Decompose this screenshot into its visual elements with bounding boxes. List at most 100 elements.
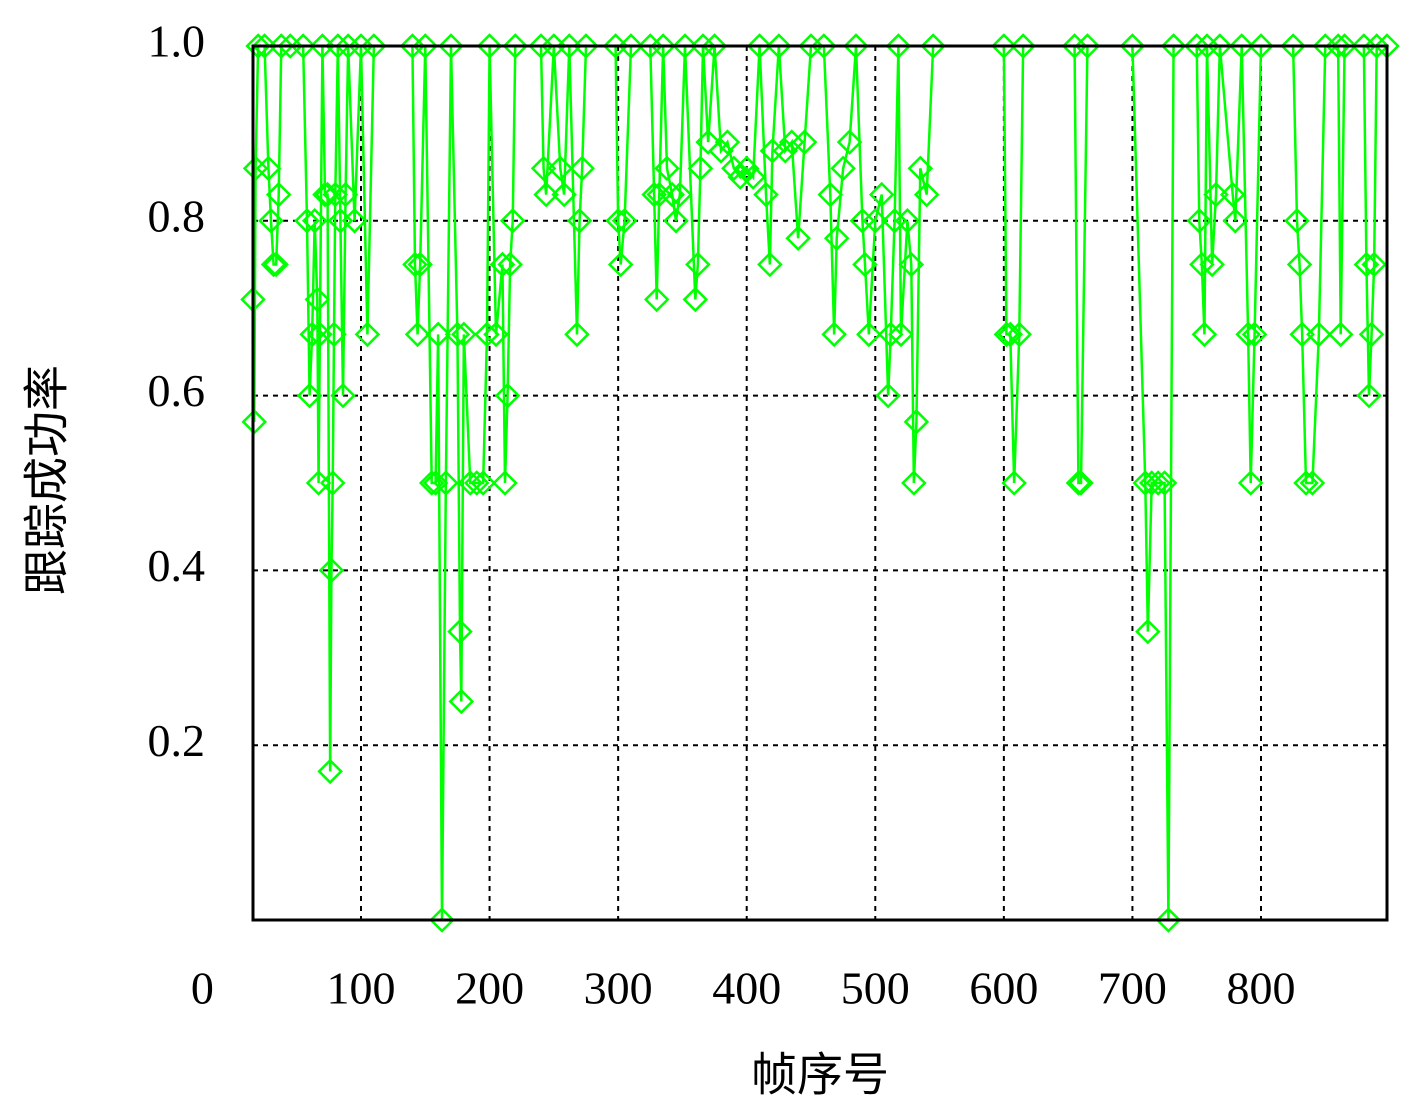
plot-frame [251, 44, 1389, 922]
point-marker [856, 321, 882, 348]
point-marker [325, 33, 351, 59]
point-marker [695, 129, 721, 155]
point-marker [317, 758, 343, 785]
point-marker [1155, 907, 1182, 933]
x-tick-label: 700 [1098, 963, 1167, 1014]
point-marker [875, 382, 901, 409]
point-marker [399, 33, 426, 59]
point-marker [528, 33, 554, 59]
point-marker [830, 155, 856, 182]
point-marker [687, 155, 714, 182]
point-marker [489, 251, 516, 278]
point-marker [1286, 251, 1313, 278]
point-marker [566, 208, 593, 234]
point-marker [354, 321, 381, 348]
point-marker [265, 181, 292, 208]
point-marker [242, 155, 269, 182]
point-marker [1363, 33, 1390, 59]
point-marker [1207, 33, 1233, 59]
point-marker [913, 181, 940, 208]
point-marker [438, 33, 464, 59]
point-marker [277, 33, 304, 59]
point-marker [422, 470, 449, 496]
point-marker [637, 33, 664, 59]
point-marker [258, 208, 284, 234]
point-marker [502, 33, 529, 59]
point-marker [361, 33, 387, 59]
point-marker [463, 470, 490, 496]
point-marker [708, 138, 734, 164]
point-marker [993, 321, 1020, 348]
point-marker [605, 208, 631, 234]
point-marker [1222, 208, 1249, 234]
point-marker [618, 33, 644, 59]
point-marker [611, 208, 638, 234]
point-marker [1132, 470, 1159, 496]
point-marker [1199, 251, 1225, 278]
point-marker [483, 321, 509, 348]
point-marker [881, 208, 908, 234]
point-marker [888, 321, 914, 348]
point-marker [1235, 321, 1261, 348]
point-marker [740, 164, 766, 190]
point-marker [255, 155, 282, 182]
point-marker [319, 470, 346, 496]
point-marker [448, 688, 475, 715]
point-marker [1299, 470, 1326, 496]
point-marker [1351, 33, 1377, 59]
y-tick-label: 1.0 [148, 16, 206, 67]
point-marker [663, 208, 689, 234]
point-marker [1293, 470, 1319, 496]
point-marker [907, 155, 934, 182]
point-marker [304, 286, 331, 313]
point-marker [817, 181, 844, 208]
point-marker [778, 129, 805, 155]
point-marker [1284, 208, 1310, 234]
point-marker [412, 33, 439, 59]
point-marker [1074, 33, 1101, 59]
point-marker [314, 181, 341, 208]
point-marker [877, 321, 904, 348]
point-marker [1145, 470, 1171, 496]
point-marker [573, 33, 599, 59]
point-marker [823, 225, 850, 252]
point-marker [429, 907, 455, 933]
point-marker [494, 382, 521, 409]
point-marker [1138, 470, 1165, 496]
point-marker [451, 321, 477, 348]
point-marker [885, 33, 912, 59]
point-marker [533, 181, 559, 208]
y-tick-label: 0.4 [148, 540, 206, 591]
point-marker [447, 618, 473, 645]
point-marker [301, 208, 328, 234]
point-marker [474, 321, 500, 348]
point-marker [690, 33, 716, 59]
point-marker [843, 33, 869, 59]
point-marker [757, 251, 783, 278]
point-marker [318, 557, 345, 584]
point-marker [746, 33, 773, 59]
point-marker [682, 286, 709, 313]
y-tick-label: 0.6 [148, 365, 206, 416]
point-marker [1183, 33, 1210, 59]
point-marker [1203, 181, 1229, 208]
point-marker [650, 33, 676, 59]
point-marker [1237, 470, 1264, 496]
point-marker [898, 251, 925, 278]
point-marker [547, 155, 574, 182]
point-marker [654, 155, 680, 182]
point-marker [836, 129, 863, 155]
point-marker [1361, 251, 1387, 278]
point-marker [290, 33, 316, 59]
point-marker [1248, 33, 1274, 59]
point-marker [643, 286, 670, 313]
point-marker [457, 470, 484, 496]
point-marker [1280, 33, 1306, 59]
point-marker [727, 164, 754, 190]
x-tick-label: 500 [841, 963, 910, 1014]
point-marker [404, 321, 431, 348]
point-marker [245, 33, 271, 59]
x-tick-label: 100 [327, 963, 396, 1014]
point-marker [1119, 33, 1146, 59]
point-marker [444, 321, 471, 348]
